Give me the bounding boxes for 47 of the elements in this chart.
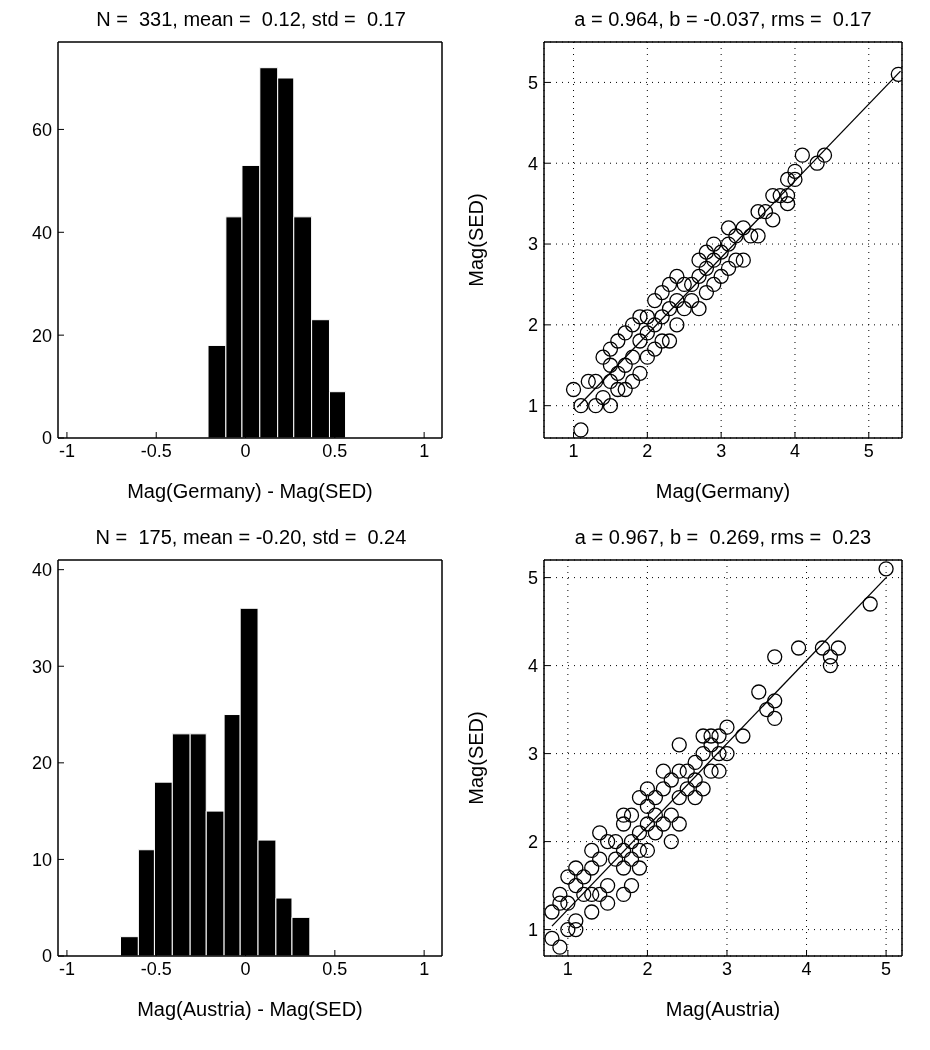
y-tick-label: 4: [527, 655, 538, 676]
x-tick-label: 0: [240, 958, 251, 979]
y-tick-label: 20: [31, 753, 52, 774]
x-tick-label: 5: [863, 440, 874, 461]
x-tick-label: 4: [789, 440, 800, 461]
y-tick-label: 30: [31, 656, 52, 677]
y-tick-label: 1: [527, 396, 538, 417]
y-tick-label: 40: [31, 222, 52, 243]
x-axis-title: Mag(Germany): [655, 480, 791, 502]
x-tick-label: 1: [419, 958, 430, 979]
y-axis-title: Mag(SED): [465, 711, 488, 805]
y-tick-label: 1: [527, 919, 538, 940]
x-tick-label: -0.5: [140, 958, 172, 979]
x-tick-label: 3: [721, 958, 732, 979]
x-tick-label: 1: [419, 440, 430, 461]
chart-title: a = 0.964, b = -0.037, rms = 0.17: [573, 8, 873, 32]
x-tick-label: -1: [58, 440, 75, 461]
x-tick-label: 2: [642, 440, 653, 461]
x-tick-label: 1: [562, 958, 573, 979]
y-axis-title: Mag(SED): [465, 193, 488, 287]
y-tick-label: 5: [527, 72, 538, 93]
y-tick-label: 10: [31, 849, 52, 870]
x-axis-title: Mag(Austria) - Mag(SED): [137, 998, 363, 1020]
x-tick-label: 3: [716, 440, 727, 461]
y-tick-label: 3: [527, 743, 538, 764]
chart-title: a = 0.967, b = 0.269, rms = 0.23: [573, 526, 873, 550]
y-tick-label: 20: [31, 325, 52, 346]
y-tick-label: 40: [31, 560, 52, 581]
y-tick-label: 2: [527, 831, 538, 852]
x-tick-label: 1: [568, 440, 579, 461]
x-tick-label: -0.5: [140, 440, 172, 461]
chart-title: N = 175, mean = -0.20, std = 0.24: [94, 526, 408, 550]
x-tick-label: -1: [58, 958, 75, 979]
x-tick-label: 0.5: [322, 440, 348, 461]
chart-title: N = 331, mean = 0.12, std = 0.17: [95, 8, 407, 32]
y-tick-label: 3: [527, 234, 538, 255]
y-tick-label: 2: [527, 315, 538, 336]
x-tick-label: 0.5: [322, 958, 348, 979]
x-axis-title: Mag(Austria): [665, 998, 781, 1020]
x-tick-label: 2: [642, 958, 653, 979]
x-tick-label: 0: [240, 440, 251, 461]
x-axis-title: Mag(Germany) - Mag(SED): [127, 480, 373, 502]
y-tick-label: 5: [527, 567, 538, 588]
y-tick-label: 4: [527, 153, 538, 174]
x-tick-label: 5: [881, 958, 892, 979]
y-tick-label: 60: [31, 119, 52, 140]
x-tick-label: 4: [801, 958, 812, 979]
